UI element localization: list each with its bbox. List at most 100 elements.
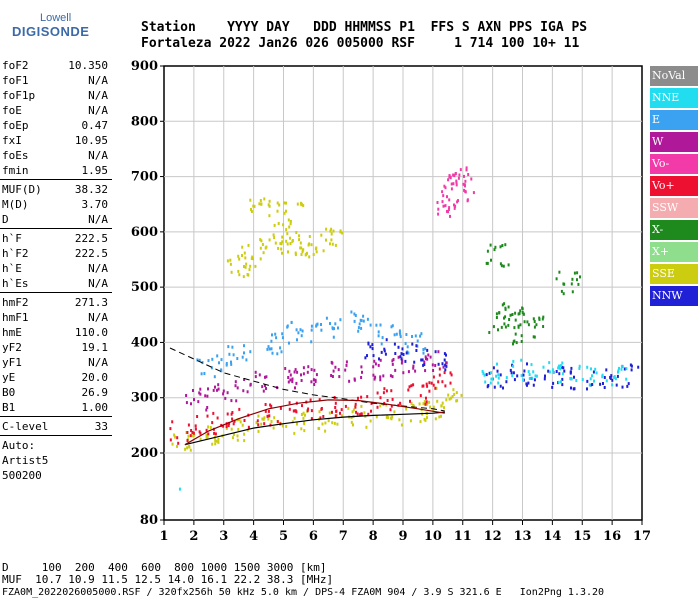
echo-mark [561,365,563,369]
x-tick-label: 10 [424,529,442,544]
echo-mark [532,383,535,387]
echo-mark [241,355,244,359]
echo-mark [259,257,262,261]
echo-mark [262,389,265,393]
echo-mark [231,411,234,414]
echo-mark [441,401,444,405]
echo-mark [589,377,592,381]
echo-mark [463,188,466,192]
echo-mark [310,328,313,332]
echo-mark [246,390,249,394]
echo-mark [630,364,633,368]
echo-mark [507,305,510,309]
echo-mark [405,351,408,355]
echo-mark [334,406,337,409]
echo-mark [281,336,284,340]
echo-mark [489,243,492,247]
echo-mark [523,369,526,373]
echo-mark [176,436,179,440]
echo-mark [334,322,337,326]
echo-mark [186,439,189,442]
echo-mark [333,327,335,331]
echo-mark [411,335,413,338]
echo-mark [485,373,488,377]
param-row: hmE 110.0 [0,325,112,340]
echo-mark [315,250,318,254]
echo-mark [419,394,422,398]
echo-mark [544,374,546,378]
echo-mark [319,416,322,420]
echo-mark [286,324,289,328]
echo-mark [270,339,273,343]
echo-mark [235,399,238,403]
echo-mark [493,248,496,252]
echo-mark [279,406,282,410]
echo-mark [560,289,563,293]
echo-mark [466,199,469,203]
echo-mark [504,307,507,311]
echo-mark [268,204,271,208]
param-label: h`Es [2,277,29,290]
echo-mark [250,208,252,211]
echo-mark [309,398,312,402]
echo-mark [558,364,560,368]
echo-mark [487,384,490,387]
echo-mark [508,318,511,321]
echo-mark [425,357,427,361]
echo-mark [288,341,290,345]
echo-mark [225,426,228,430]
echo-mark [360,404,363,408]
echo-mark [259,199,262,202]
echo-mark [541,317,544,321]
param-value: N/A [88,356,108,369]
echo-mark [517,325,520,329]
echo-mark [265,387,267,390]
echo-mark [428,389,431,393]
echo-mark [297,331,300,335]
echo-mark [426,384,429,388]
echo-mark [173,433,176,437]
echo-mark [400,423,403,427]
param-label: hmF2 [2,296,29,309]
echo-mark [611,378,614,382]
echo-mark [227,345,230,349]
echo-mark [533,378,536,382]
echo-mark [295,231,298,234]
echo-mark [199,392,202,396]
echo-mark [196,415,199,418]
echo-mark [447,393,450,397]
echo-mark [331,361,334,365]
echo-mark [398,329,401,333]
param-value: 271.3 [74,296,108,309]
echo-mark [435,386,438,390]
echo-mark [295,410,298,414]
echo-mark [238,273,241,277]
echo-mark [407,370,410,374]
echo-mark [353,378,356,382]
echo-mark [207,387,209,391]
echo-mark [320,328,323,332]
echo-mark [376,405,379,409]
echo-mark [450,187,453,191]
echo-mark [304,413,306,417]
x-tick-label: 11 [454,529,472,544]
echo-mark [514,332,517,336]
echo-mark [428,381,431,385]
echo-mark [419,420,422,424]
echo-mark [352,408,355,412]
param-row: foF2 10.350 [0,58,112,73]
echo-mark [521,306,524,310]
echo-mark [453,174,456,178]
echo-mark [354,405,357,409]
echo-mark [519,309,522,313]
echo-mark [563,282,566,286]
echo-mark [390,389,393,393]
echo-mark [455,399,458,403]
echo-mark [618,366,620,370]
echo-mark [448,198,451,202]
echo-mark [310,340,313,344]
echo-mark [191,431,194,434]
param-value: N/A [88,149,108,162]
echo-mark [213,375,216,379]
echo-mark [169,427,172,431]
